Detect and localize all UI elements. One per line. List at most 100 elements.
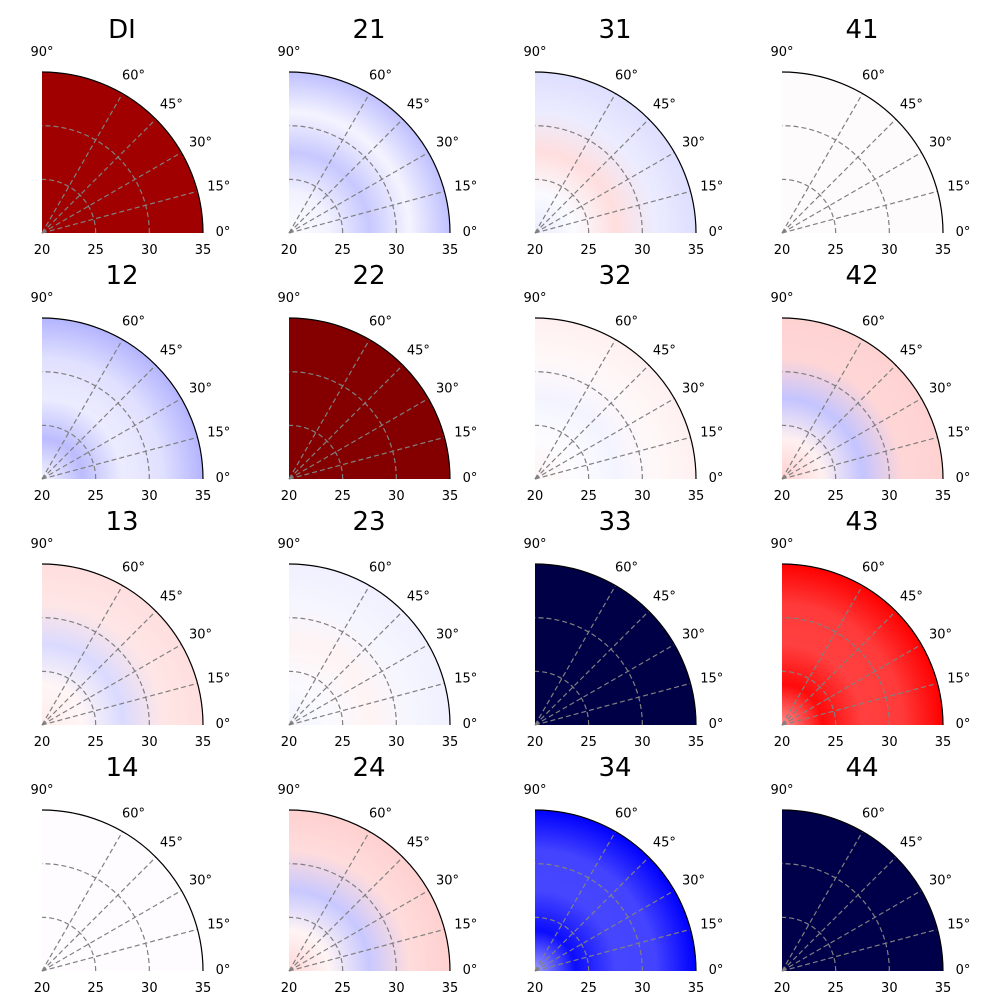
radial-tick-label: 30	[141, 735, 158, 750]
outer-spine	[781, 563, 944, 726]
radial-gridline	[288, 670, 344, 726]
angular-tick-label: 45°	[160, 590, 183, 605]
angular-tick-label: 15°	[454, 426, 477, 441]
panel-title: 14	[105, 753, 138, 783]
panel-title: 23	[352, 507, 385, 537]
angular-gridline	[781, 889, 922, 972]
angular-tick-label: 0°	[463, 963, 478, 978]
angular-tick-label: 45°	[407, 98, 430, 113]
radial-tick-label: 20	[774, 735, 791, 750]
angular-gridline	[288, 118, 404, 234]
radial-tick-label: 20	[774, 489, 791, 504]
radial-tick-label: 30	[634, 489, 651, 504]
polar-panel: 20 25 30 35 0° 15° 30° 45° 60° 90° 22	[277, 261, 477, 504]
angular-tick-label: 90°	[523, 537, 546, 552]
radial-tick-label: 25	[87, 735, 104, 750]
angular-tick-label: 45°	[653, 590, 676, 605]
angular-gridline	[41, 682, 198, 726]
angular-tick-label: 90°	[523, 45, 546, 60]
outer-spine	[288, 317, 451, 480]
angular-tick-label: 30°	[189, 382, 212, 397]
radial-tick-label: 20	[281, 981, 298, 996]
angular-tick-label: 90°	[770, 783, 793, 798]
radial-tick-label: 25	[334, 981, 351, 996]
angular-gridline	[534, 643, 675, 726]
angular-tick-label: 30°	[436, 874, 459, 889]
radial-gridline	[534, 670, 590, 726]
radial-tick-label: 20	[281, 735, 298, 750]
angular-gridline	[41, 118, 157, 234]
angular-gridline	[288, 151, 429, 234]
angular-gridline	[781, 643, 922, 726]
angular-tick-label: 0°	[709, 471, 724, 486]
angular-tick-label: 90°	[770, 45, 793, 60]
radial-gridline	[534, 424, 590, 480]
radial-tick-label: 25	[334, 243, 351, 258]
angular-gridline	[534, 364, 650, 480]
angular-tick-label: 45°	[653, 344, 676, 359]
angular-gridline	[781, 928, 938, 972]
angular-gridline	[288, 585, 371, 726]
radial-tick-label: 20	[281, 243, 298, 258]
radial-tick-label: 35	[688, 489, 705, 504]
outer-spine	[288, 563, 451, 726]
panel-title: 43	[845, 507, 878, 537]
angular-gridline	[288, 93, 371, 234]
outer-spine	[781, 809, 944, 972]
angular-tick-label: 0°	[463, 471, 478, 486]
radial-tick-label: 35	[688, 735, 705, 750]
radial-tick-label: 20	[774, 243, 791, 258]
radial-tick-label: 25	[827, 489, 844, 504]
outer-spine	[41, 563, 204, 726]
angular-gridline	[288, 889, 429, 972]
angular-gridline	[288, 339, 371, 480]
radial-tick-label: 25	[87, 243, 104, 258]
angular-gridline	[288, 643, 429, 726]
radial-tick-label: 30	[634, 243, 651, 258]
angular-tick-label: 15°	[454, 672, 477, 687]
outer-spine	[534, 563, 697, 726]
angular-gridline	[534, 118, 650, 234]
angular-tick-label: 15°	[947, 180, 970, 195]
angular-tick-label: 60°	[122, 561, 145, 576]
radial-gridline	[781, 424, 837, 480]
radial-gridline	[288, 178, 344, 234]
angular-tick-label: 45°	[160, 836, 183, 851]
radial-tick-label: 20	[527, 243, 544, 258]
polar-panel: 20 25 30 35 0° 15° 30° 45° 60° 90° 21	[277, 15, 477, 258]
angular-tick-label: 0°	[216, 717, 231, 732]
angular-gridline	[781, 397, 922, 480]
panel-title: 24	[352, 753, 385, 783]
radial-gridline	[781, 178, 837, 234]
angular-tick-label: 15°	[454, 918, 477, 933]
angular-tick-label: 15°	[454, 180, 477, 195]
polar-panel: 20 25 30 35 0° 15° 30° 45° 60° 90° 42	[770, 261, 970, 504]
angular-gridline	[41, 643, 182, 726]
angular-gridline	[534, 436, 691, 480]
angular-gridline	[41, 928, 198, 972]
angular-gridline	[41, 93, 124, 234]
radial-tick-label: 20	[527, 489, 544, 504]
angular-tick-label: 0°	[956, 225, 971, 240]
angular-gridline	[288, 610, 404, 726]
radial-tick-label: 35	[935, 243, 952, 258]
radial-tick-label: 35	[935, 489, 952, 504]
radial-tick-label: 30	[141, 489, 158, 504]
panel-title: 32	[598, 261, 631, 291]
angular-gridline	[288, 364, 404, 480]
angular-tick-label: 45°	[407, 344, 430, 359]
angular-gridline	[41, 436, 198, 480]
radial-tick-label: 30	[881, 735, 898, 750]
angular-tick-label: 0°	[709, 963, 724, 978]
angular-gridline	[781, 682, 938, 726]
angular-tick-label: 15°	[700, 918, 723, 933]
angular-tick-label: 60°	[122, 69, 145, 84]
angular-gridline	[41, 856, 157, 972]
panel-title: 12	[105, 261, 138, 291]
polar-panel: 20 25 30 35 0° 15° 30° 45° 60° 90° 31	[523, 15, 723, 258]
angular-tick-label: 90°	[30, 783, 53, 798]
outer-spine	[41, 809, 204, 972]
angular-gridline	[534, 928, 691, 972]
angular-tick-label: 15°	[207, 918, 230, 933]
angular-tick-label: 15°	[947, 672, 970, 687]
